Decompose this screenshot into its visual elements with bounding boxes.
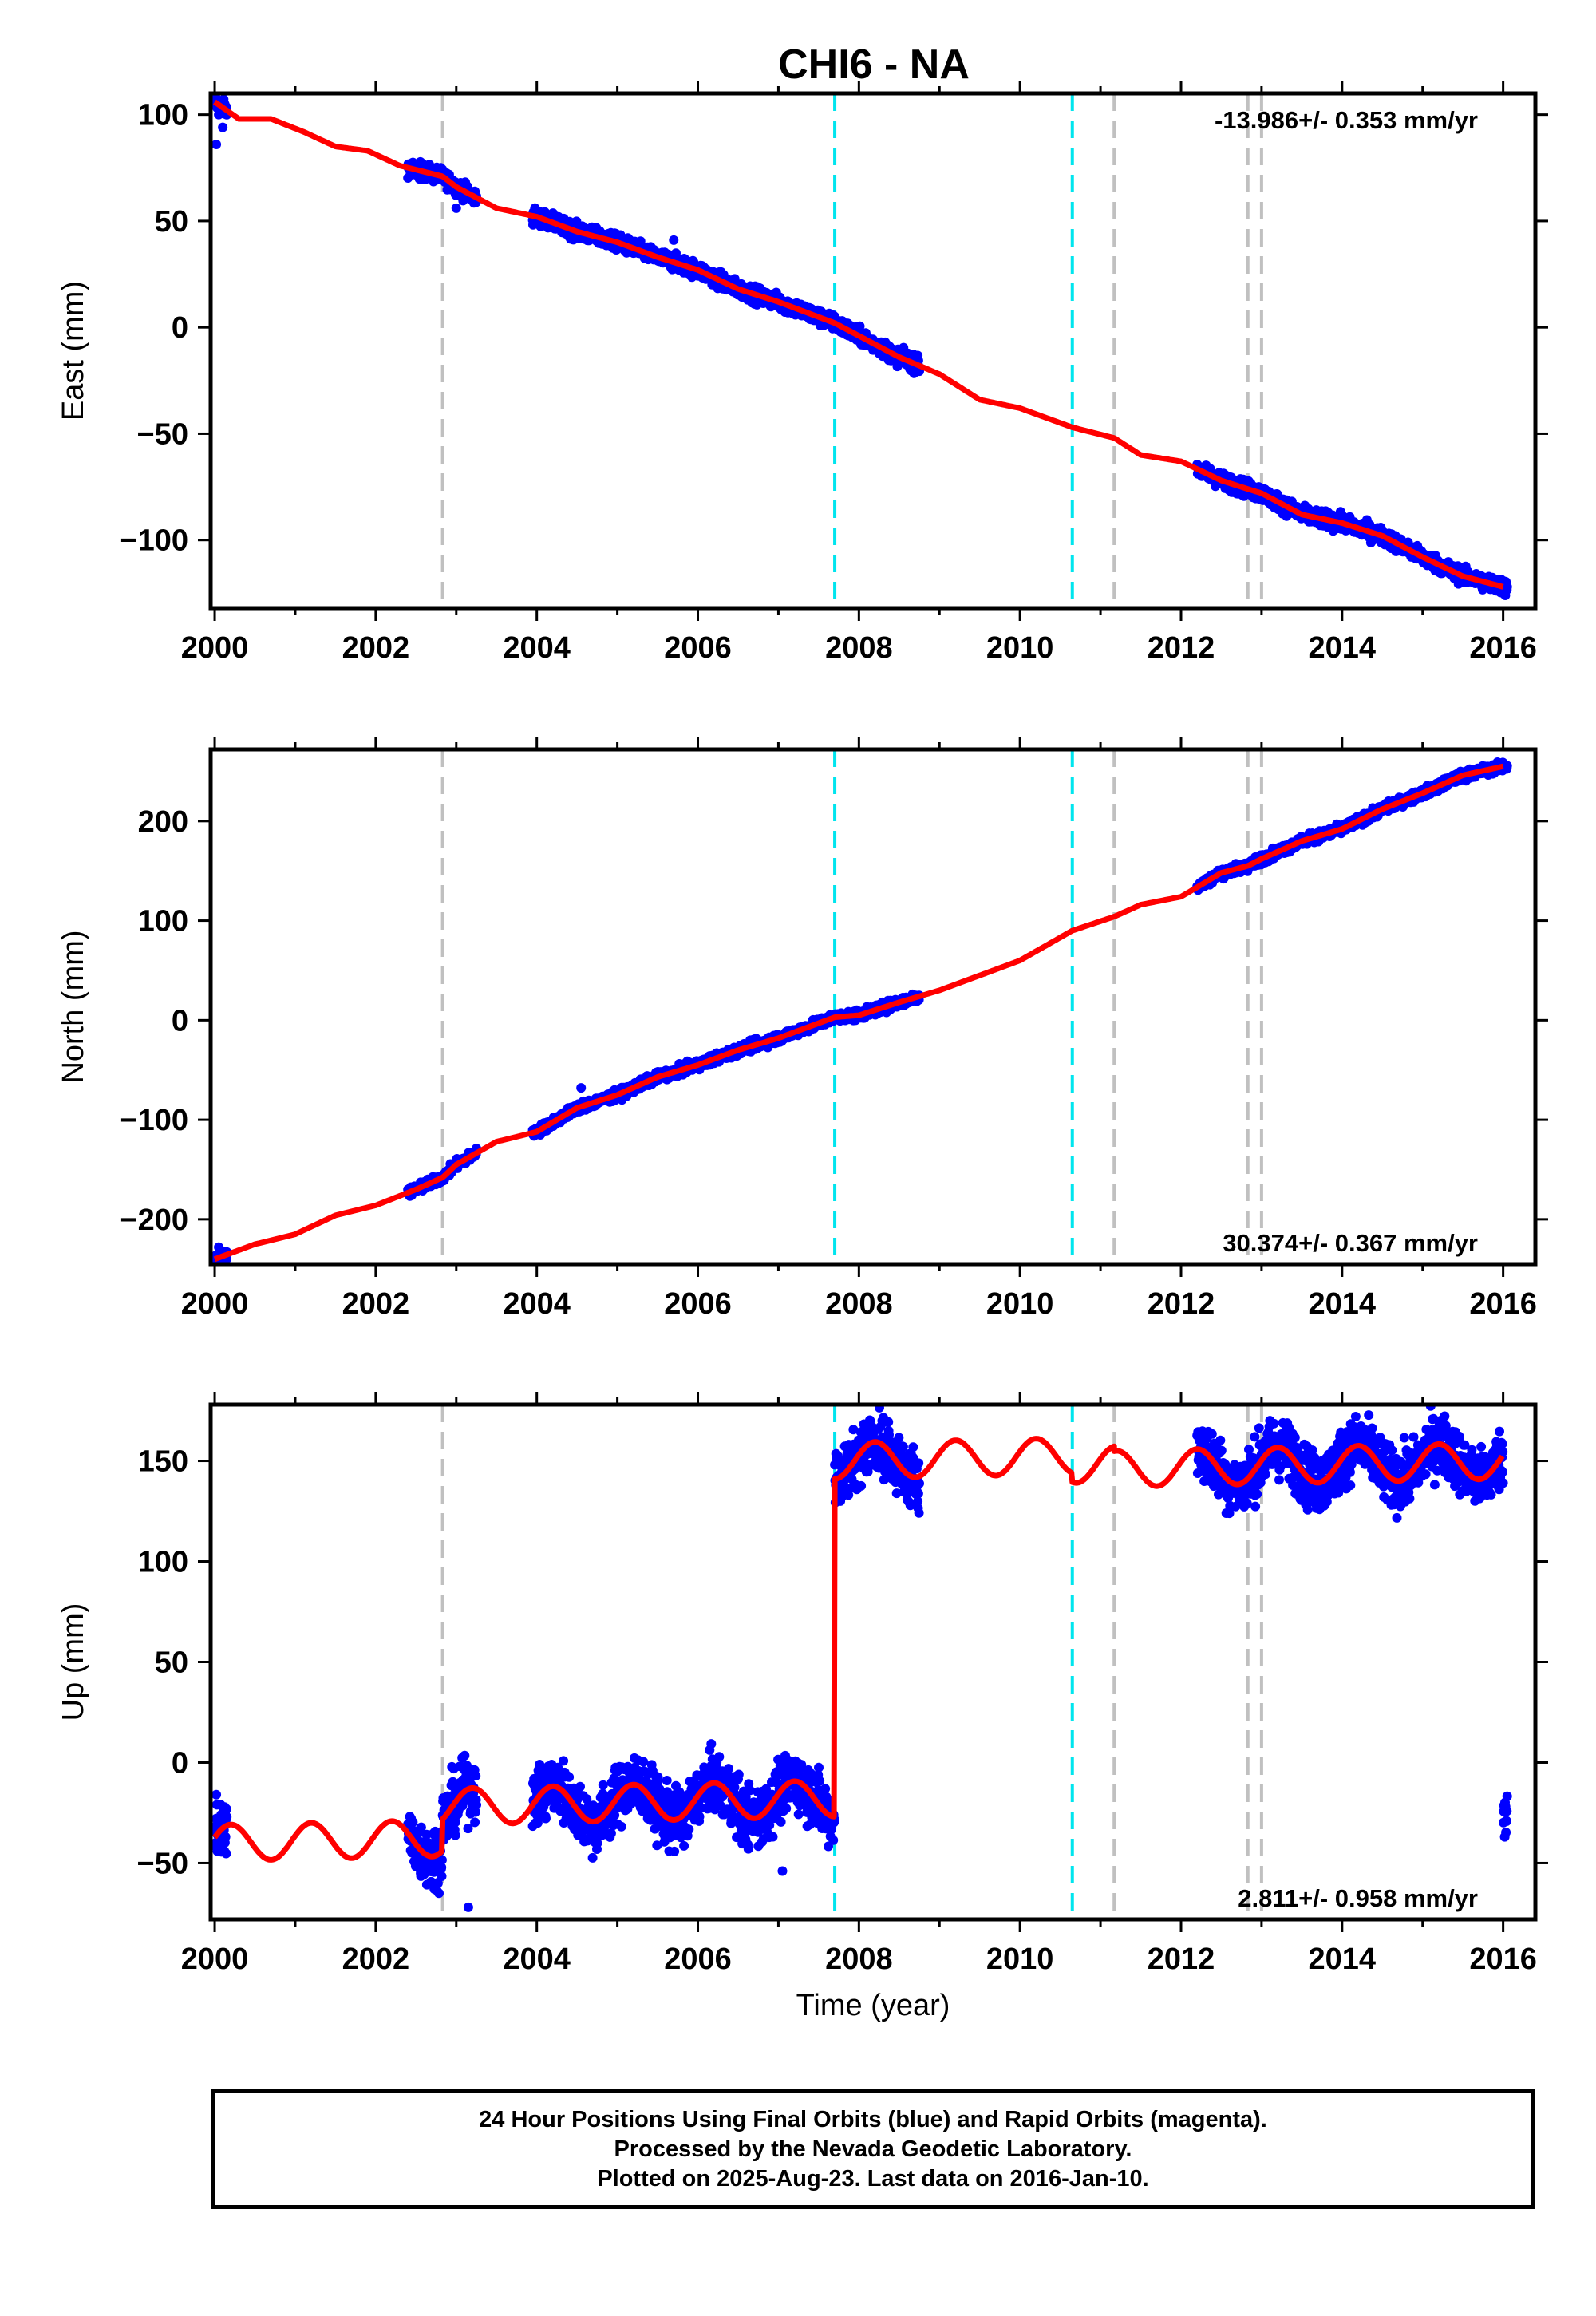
north-panel: 2000 2002 2004 2006 2008 2010 2012 2014 2016−200… — [57, 737, 1548, 1321]
x-tick-label: 2014 — [1309, 631, 1377, 665]
data-point — [211, 139, 222, 149]
data-point — [669, 235, 679, 245]
x-tick-label: 2010 — [986, 631, 1054, 665]
x-tick-label: 2000 — [181, 631, 249, 665]
rate-label: -13.986+/- 0.353 mm/yr — [1215, 106, 1478, 134]
plot-frame — [208, 91, 1538, 611]
data-point — [1502, 582, 1512, 592]
x-tick-label: 2008 — [825, 631, 893, 665]
x-tick-label: 2016 — [1469, 631, 1537, 665]
plot-area — [211, 93, 1512, 608]
data-point — [218, 122, 228, 132]
data-point — [214, 109, 224, 120]
y-tick-label: 50 — [155, 205, 188, 239]
x-tick-label: 2006 — [664, 631, 732, 665]
y-axis-label: East (mm) — [57, 281, 90, 421]
data-point — [451, 203, 461, 213]
y-tick-label: 0 — [172, 311, 188, 345]
y-tick-label: −50 — [137, 417, 188, 451]
x-tick-label: 2004 — [503, 631, 571, 665]
model-line — [213, 99, 1505, 590]
y-tick-label: 100 — [138, 99, 188, 132]
plot-area — [211, 749, 1512, 1264]
east-panel: 2000 2002 2004 2006 2008 2010 2012 2014 2016 −100… — [57, 81, 1548, 665]
y-tick-label: −100 — [120, 524, 188, 558]
chart-title: CHI6 - NA — [778, 41, 970, 88]
x-tick-label: 2002 — [342, 631, 410, 665]
x-tick-label: 2012 — [1148, 631, 1215, 665]
data-point — [855, 321, 865, 331]
